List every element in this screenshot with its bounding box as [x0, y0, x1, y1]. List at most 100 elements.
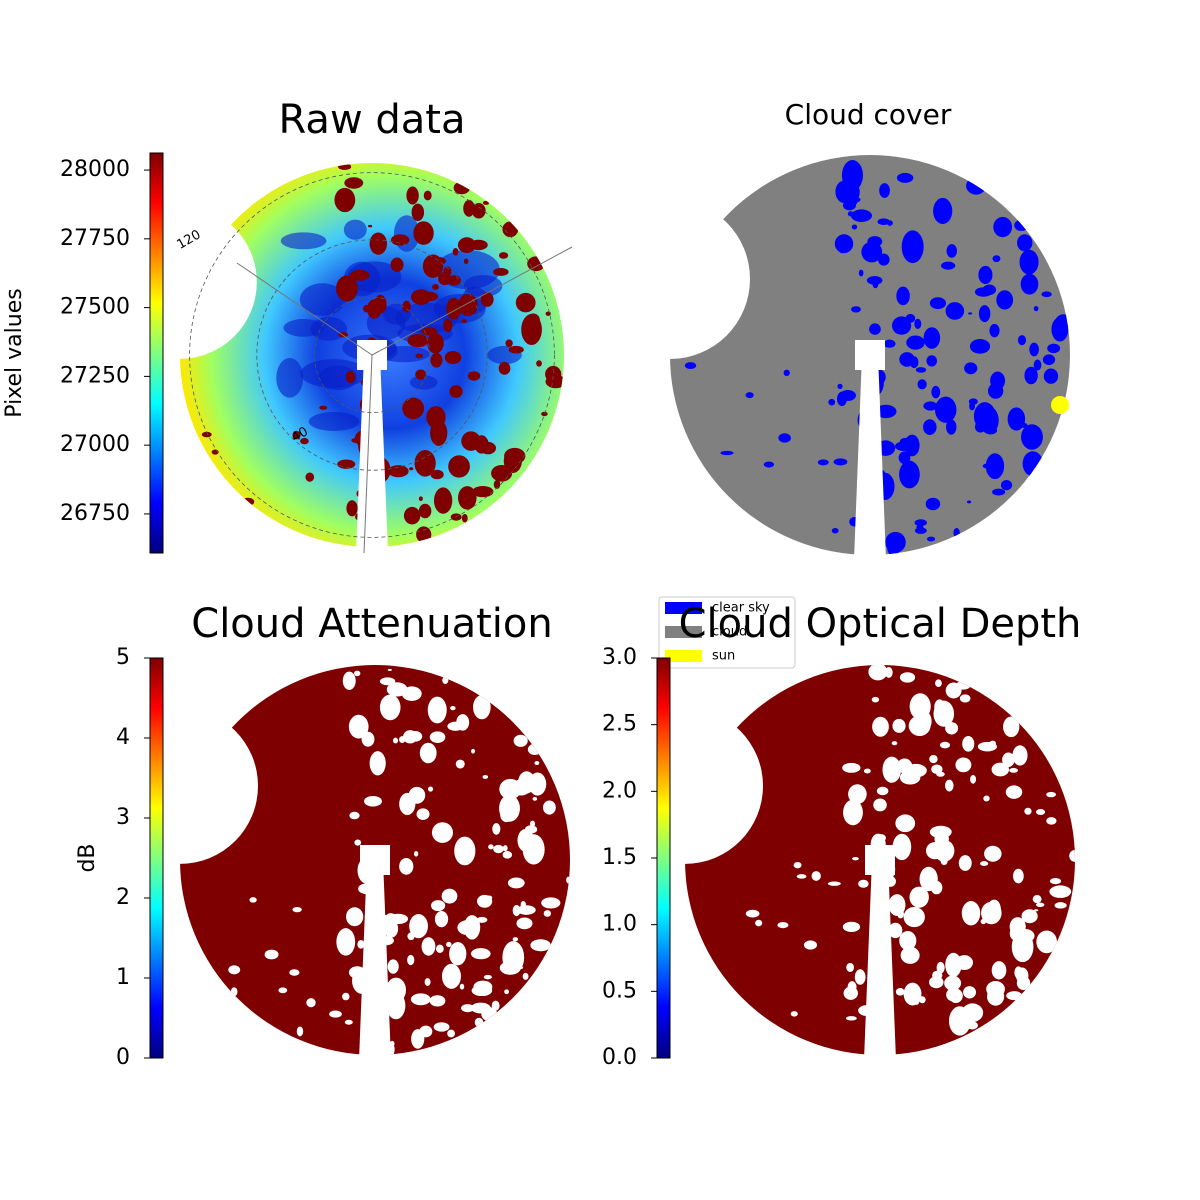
dark-patch	[319, 365, 358, 391]
patch	[483, 974, 492, 980]
patch	[399, 736, 406, 743]
patch	[1019, 249, 1039, 275]
patch	[429, 731, 446, 743]
patch	[446, 941, 452, 948]
patch	[471, 985, 493, 997]
colorbar-label: Pixel values	[2, 288, 27, 417]
patch	[835, 180, 854, 204]
patch	[515, 292, 536, 313]
patch	[344, 1019, 353, 1025]
patch	[402, 397, 425, 420]
patch	[418, 496, 423, 502]
patch	[524, 825, 538, 834]
polar-label: 40	[289, 424, 311, 445]
patch	[923, 401, 938, 411]
patch	[861, 241, 883, 263]
patch	[996, 290, 1014, 310]
patch	[481, 1007, 498, 1022]
patch	[845, 1016, 857, 1021]
patch	[522, 972, 529, 980]
patch	[992, 488, 1006, 496]
patch	[469, 239, 488, 251]
patch	[418, 503, 432, 519]
patch	[914, 519, 927, 527]
patch	[203, 503, 215, 510]
patch	[879, 183, 890, 198]
notch	[103, 205, 257, 359]
patch	[745, 392, 754, 399]
patch	[883, 339, 896, 348]
patch	[527, 743, 542, 756]
patch	[933, 700, 955, 727]
patch	[871, 696, 880, 703]
patch	[1036, 930, 1057, 954]
patch	[978, 305, 991, 323]
patch	[545, 375, 564, 389]
patch	[387, 668, 392, 671]
colorbar-tick-label: 27250	[60, 363, 130, 388]
patch	[940, 261, 956, 270]
patch	[364, 796, 382, 807]
patch	[842, 200, 856, 211]
patch	[345, 370, 356, 384]
patch	[413, 221, 434, 245]
patch	[421, 937, 436, 956]
patch	[467, 371, 481, 381]
patch	[895, 988, 905, 996]
patch	[502, 845, 508, 852]
patch	[834, 234, 854, 254]
patch	[461, 1004, 475, 1013]
patch	[861, 249, 871, 257]
patch	[488, 844, 494, 850]
patch	[847, 981, 857, 994]
patch	[1017, 335, 1027, 346]
patch	[480, 292, 494, 307]
patch	[421, 327, 438, 336]
patch	[1041, 291, 1052, 298]
patch	[875, 404, 897, 419]
patch	[899, 672, 916, 683]
patch	[458, 293, 478, 317]
patch	[945, 302, 965, 320]
patch	[1015, 967, 1029, 984]
patch	[899, 352, 915, 367]
patch	[414, 449, 436, 477]
patch	[493, 479, 501, 489]
patch	[1049, 885, 1072, 898]
patch	[871, 665, 885, 679]
mast	[356, 355, 388, 552]
patch	[969, 401, 976, 411]
patch	[1034, 909, 1039, 912]
patch	[461, 513, 468, 523]
patch	[783, 369, 790, 377]
patch	[778, 433, 791, 443]
patch	[492, 823, 501, 835]
legend-label: clear sky	[712, 601, 770, 616]
patch	[878, 253, 890, 266]
patch	[432, 284, 439, 290]
patch	[885, 531, 906, 553]
patch	[842, 921, 861, 932]
polar-ring	[256, 239, 488, 471]
patch	[1006, 991, 1023, 1001]
patch	[471, 748, 476, 754]
patch	[442, 676, 449, 685]
patch	[884, 666, 893, 678]
patch	[1033, 306, 1039, 312]
patch	[852, 856, 859, 861]
legend-swatch	[665, 650, 702, 662]
patch	[472, 486, 494, 498]
patch	[923, 419, 937, 435]
patch	[249, 897, 257, 903]
patch	[955, 757, 972, 773]
patch	[342, 992, 350, 1001]
patch	[499, 794, 520, 822]
patch	[509, 954, 515, 961]
patch	[968, 312, 973, 315]
colorbar-tick-label: 26750	[60, 501, 130, 526]
patch	[541, 897, 561, 909]
patch	[842, 762, 861, 773]
dark-patch	[308, 412, 360, 432]
patch	[357, 940, 365, 949]
patch	[216, 482, 229, 489]
